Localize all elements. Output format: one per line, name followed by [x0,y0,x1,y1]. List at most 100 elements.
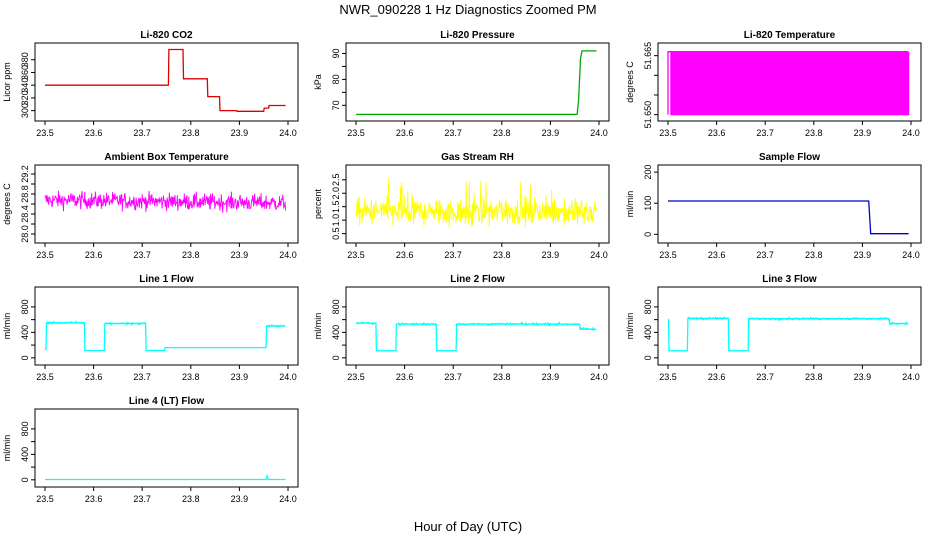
plot-frame [345,42,610,122]
y-tick-label: 28.4 [20,205,30,223]
chart-rh: Gas Stream RH 23.5 23.6 23.7 23.8 23.9 24.0 0.5… [313,152,610,260]
y-tick-label: 100 [643,196,653,211]
x-tick-label: 24.0 [279,372,297,382]
x-tick-label: 23.5 [659,250,677,260]
x-tick-label: 23.8 [182,372,200,382]
x-tick-label: 24.0 [279,128,297,138]
chart-line4: Line 4 (LT) Flow 23.5 23.6 23.7 23.8 23.9 24.0… [2,396,299,504]
x-tick-label: 23.8 [805,128,823,138]
chart-title: Line 1 Flow [139,274,194,285]
x-tick-label: 23.9 [542,372,560,382]
x-tick-label: 23.8 [182,128,200,138]
plot-frame [657,42,922,122]
x-tick-label: 23.8 [805,372,823,382]
x-tick-label: 23.7 [444,372,462,382]
plot-frame [657,286,922,366]
y-tick-label: 380 [20,52,30,67]
series-line-ambient [44,190,287,213]
y-tick-label: 2.0 [331,187,341,200]
chart-title: Ambient Box Temperature [104,152,229,163]
x-tick-label: 23.9 [231,128,249,138]
x-tick-label: 24.0 [902,250,920,260]
x-tick-label: 23.6 [85,128,103,138]
y-tick-label: 200 [643,165,653,180]
x-tick-label: 23.8 [493,128,511,138]
chart-line1: Line 1 Flow 23.5 23.6 23.7 23.8 23.9 24.0 0 400 8… [2,274,299,382]
x-tick-label: 23.5 [347,250,365,260]
y-tick-label: 0.5 [331,227,341,240]
x-tick-label: 23.5 [36,372,54,382]
series-line-sample [668,200,909,235]
x-tick-label: 23.5 [659,128,677,138]
y-axis-label: degrees C [625,61,635,103]
x-tick-label: 23.9 [231,494,249,504]
x-tick-label: 23.7 [756,372,774,382]
x-tick-label: 23.9 [854,250,872,260]
y-axis-label: ml/min [2,435,12,462]
x-tick-label: 23.5 [347,128,365,138]
y-tick-label: 320 [20,90,30,105]
x-tick-label: 24.0 [279,250,297,260]
x-tick-label: 23.8 [493,250,511,260]
y-tick-label: 800 [20,421,30,436]
x-tick-label: 23.6 [396,372,414,382]
chart-temperature: Li-820 Temperature 23.5 23.6 23.7 23.8 23.9 24… [625,30,922,138]
x-tick-label: 23.7 [133,494,151,504]
chart-line3: Line 3 Flow 23.5 23.6 23.7 23.8 23.9 24.0 0 400 8… [625,274,922,382]
series-line-line3 [667,317,909,352]
y-tick-label: 90 [331,48,341,58]
x-tick-label: 24.0 [902,372,920,382]
y-tick-label: 400 [643,325,653,340]
x-tick-label: 23.8 [182,494,200,504]
x-tick-label: 23.9 [854,372,872,382]
panel-grid: Li-820 CO2 23.5 23.6 23.7 23.8 23.9 24.0 300320… [2,30,922,504]
chart-title: Line 4 (LT) Flow [129,396,205,407]
y-tick-label: 800 [20,299,30,314]
series-line-line1 [45,322,286,352]
x-tick-label: 24.0 [590,250,608,260]
x-tick-label: 24.0 [590,128,608,138]
x-tick-label: 23.9 [542,128,560,138]
y-axis-label: kPa [313,74,323,90]
y-tick-label: 80 [331,74,341,84]
y-axis-label: Licor ppm [2,62,12,102]
chart-title: Li-820 Pressure [440,30,515,41]
plot-frame [34,408,299,488]
y-axis-label: ml/min [2,313,12,340]
x-tick-label: 23.9 [231,372,249,382]
x-tick-label: 23.6 [708,250,726,260]
x-tick-label: 23.9 [542,250,560,260]
y-axis-label: ml/min [313,313,323,340]
plot-frame [34,42,299,122]
y-tick-label: 2.5 [331,174,341,187]
y-tick-label: 51.650 [643,101,653,129]
y-tick-label: 0 [20,355,30,360]
x-tick-label: 24.0 [279,494,297,504]
y-axis-label: degrees C [2,183,12,225]
x-tick-label: 23.6 [85,250,103,260]
x-tick-label: 23.7 [444,250,462,260]
x-tick-label: 23.8 [493,372,511,382]
x-tick-label: 23.5 [36,494,54,504]
chart-ambient: Ambient Box Temperature 23.5 23.6 23.7 23.8 2… [2,152,299,260]
series-line-pressure [356,50,597,116]
series-line-line4 [45,473,286,481]
chart-line2: Line 2 Flow 23.5 23.6 23.7 23.8 23.9 24.0 0 400 8… [313,274,610,382]
series-line-rh [355,178,598,228]
y-tick-label: 29.2 [20,165,30,183]
y-axis-label: percent [313,188,323,219]
x-tick-label: 23.7 [756,128,774,138]
chart-title: Li-820 CO2 [140,30,193,41]
plot-frame [657,164,922,244]
chart-title: Gas Stream RH [441,152,514,163]
series-noise-line2 [355,320,597,332]
x-tick-label: 23.7 [133,250,151,260]
x-axis-label: Hour of Day (UTC) [414,519,522,534]
y-tick-label: 1.0 [331,214,341,227]
y-tick-label: 0 [331,355,341,360]
y-tick-label: 70 [331,100,341,110]
plot-frame [34,286,299,366]
plot-frame [345,164,610,244]
x-tick-label: 23.9 [854,128,872,138]
